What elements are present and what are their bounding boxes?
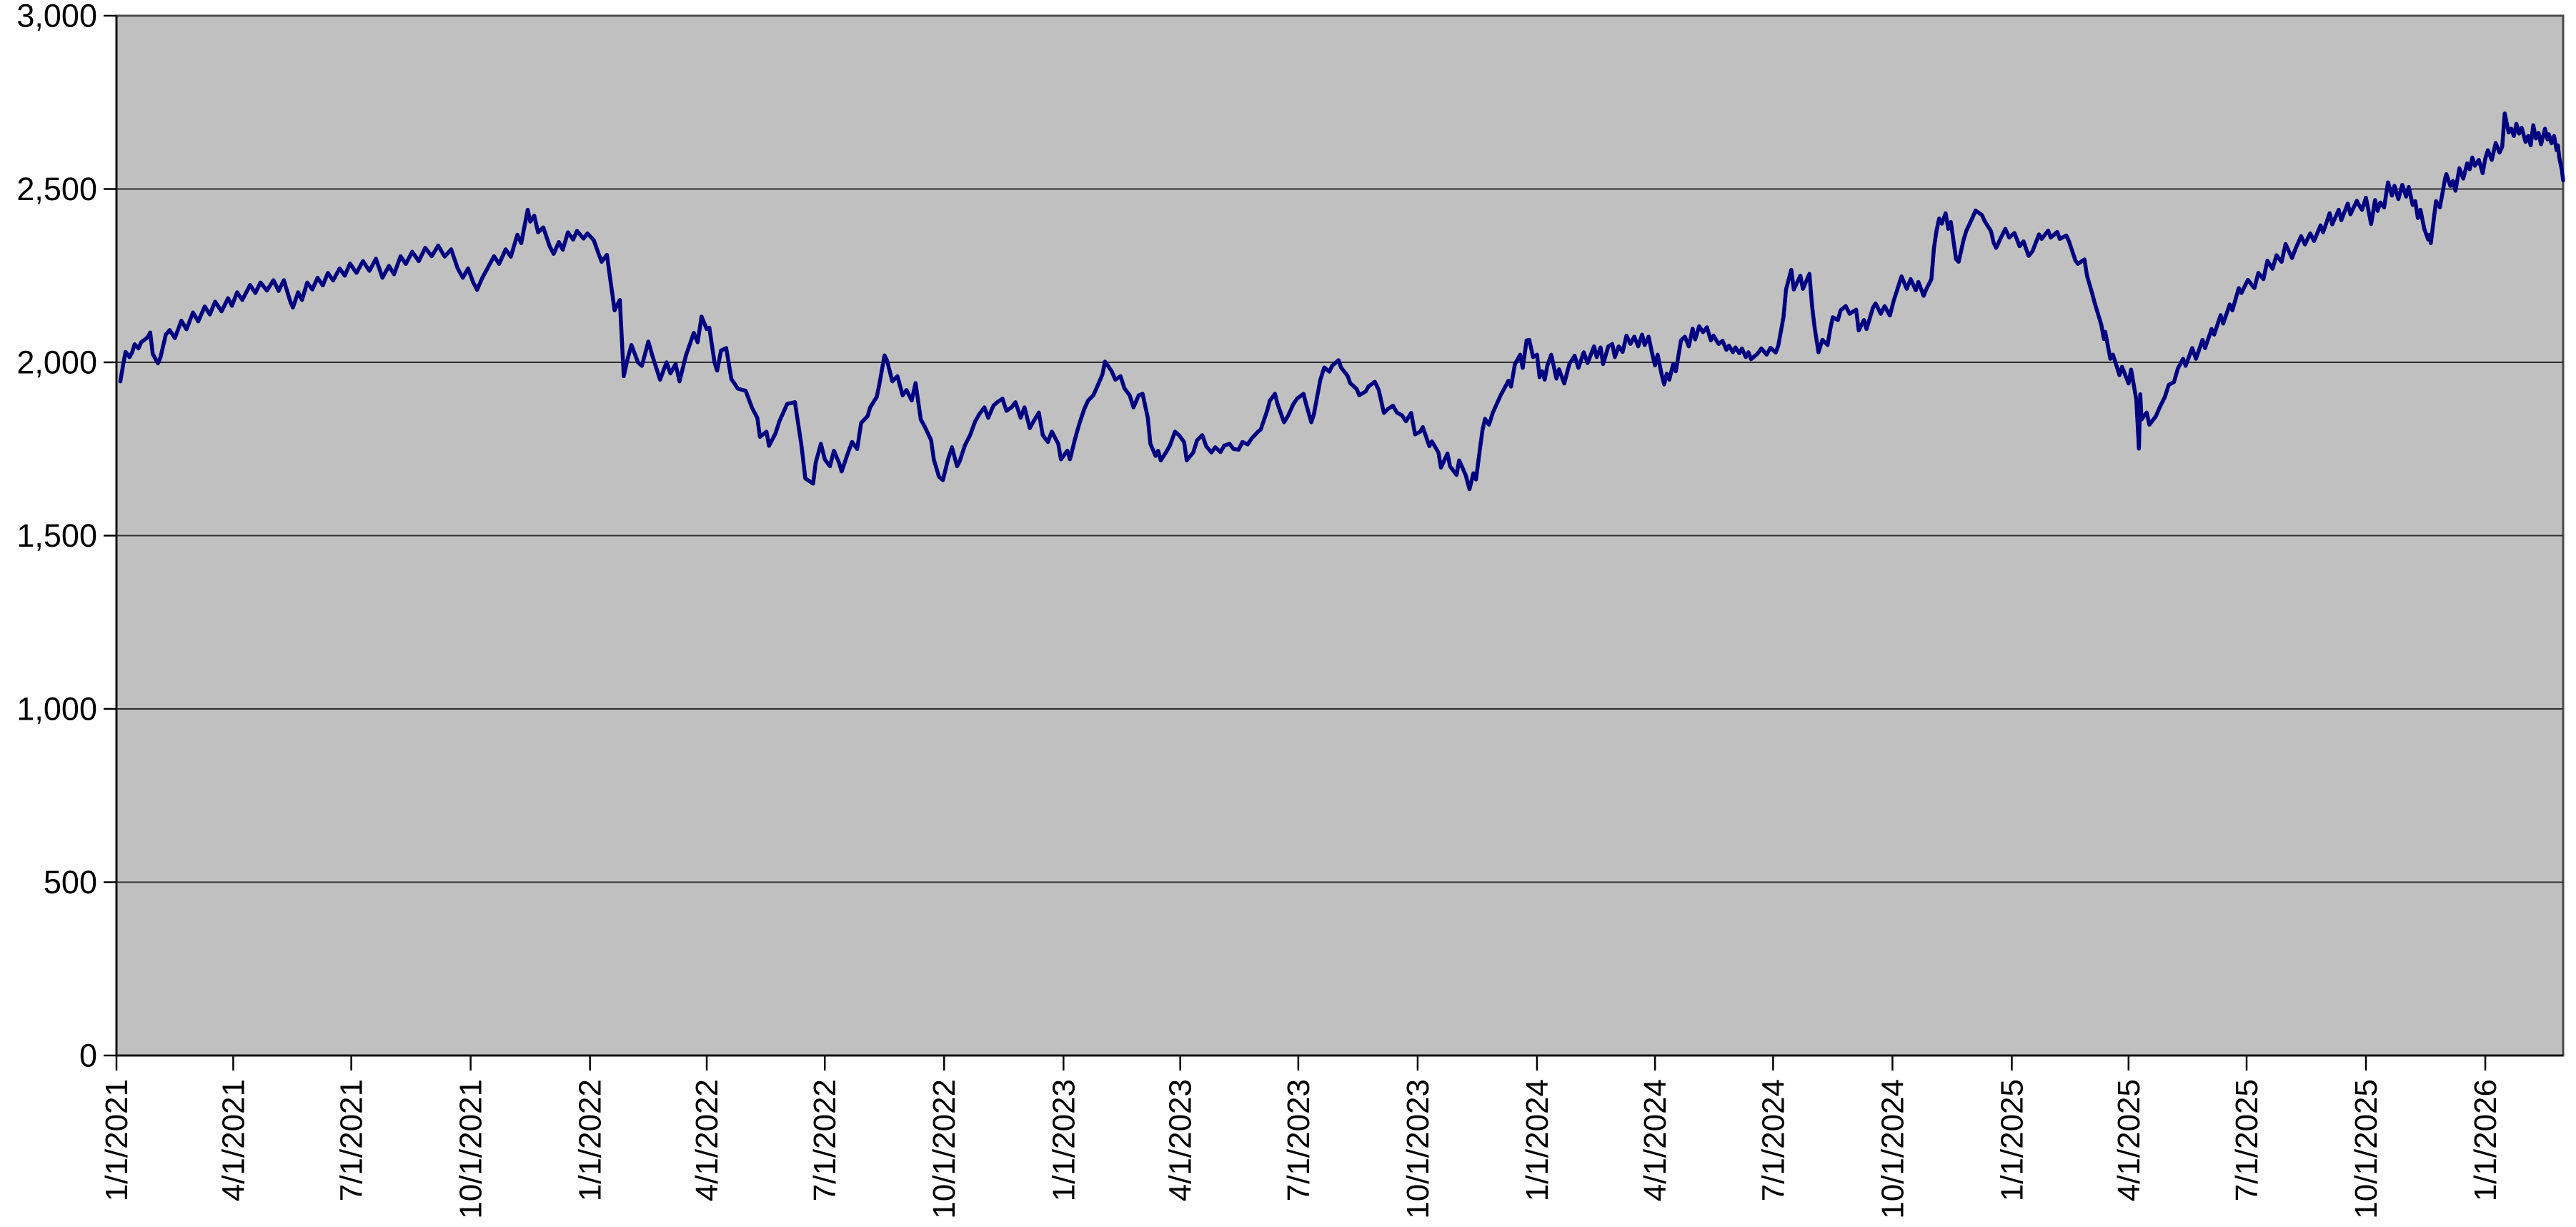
x-axis-label: 4/1/2024	[1638, 1079, 1673, 1201]
x-axis-label: 4/1/2025	[2112, 1079, 2147, 1201]
y-axis-label: 2,500	[16, 171, 97, 207]
x-axis-label: 1/1/2022	[573, 1079, 608, 1201]
x-axis-label: 7/1/2024	[1756, 1079, 1791, 1201]
y-axis-label: 1,000	[16, 690, 97, 727]
price-series-line	[118, 111, 2565, 492]
x-axis-label: 7/1/2022	[807, 1079, 842, 1201]
x-axis-label: 10/1/2021	[454, 1079, 489, 1219]
x-axis-label: 10/1/2022	[927, 1079, 962, 1219]
y-axis-label: 0	[79, 1037, 97, 1073]
y-axis-label: 1,500	[16, 517, 97, 554]
x-axis-label: 1/1/2021	[99, 1079, 134, 1201]
x-axis-label: 10/1/2023	[1401, 1079, 1436, 1219]
x-axis-label: 1/1/2025	[1994, 1079, 2029, 1201]
y-axis-label: 500	[44, 864, 97, 900]
x-axis-label: 4/1/2022	[690, 1079, 725, 1201]
x-axis-label: 4/1/2021	[216, 1079, 251, 1201]
x-axis-label: 1/1/2026	[2468, 1079, 2503, 1201]
x-axis-label: 10/1/2024	[1875, 1079, 1910, 1219]
x-axis-label: 4/1/2023	[1163, 1079, 1198, 1201]
y-axis-label: 3,000	[16, 0, 97, 34]
x-axis-label: 10/1/2025	[2349, 1079, 2384, 1219]
x-axis-label: 7/1/2023	[1281, 1079, 1316, 1201]
x-axis-label: 1/1/2023	[1046, 1079, 1081, 1201]
x-axis-label: 7/1/2021	[334, 1079, 369, 1201]
x-axis-label: 7/1/2025	[2229, 1079, 2264, 1201]
y-axis-label: 2,000	[16, 344, 97, 380]
x-axis-label: 1/1/2024	[1520, 1079, 1555, 1201]
